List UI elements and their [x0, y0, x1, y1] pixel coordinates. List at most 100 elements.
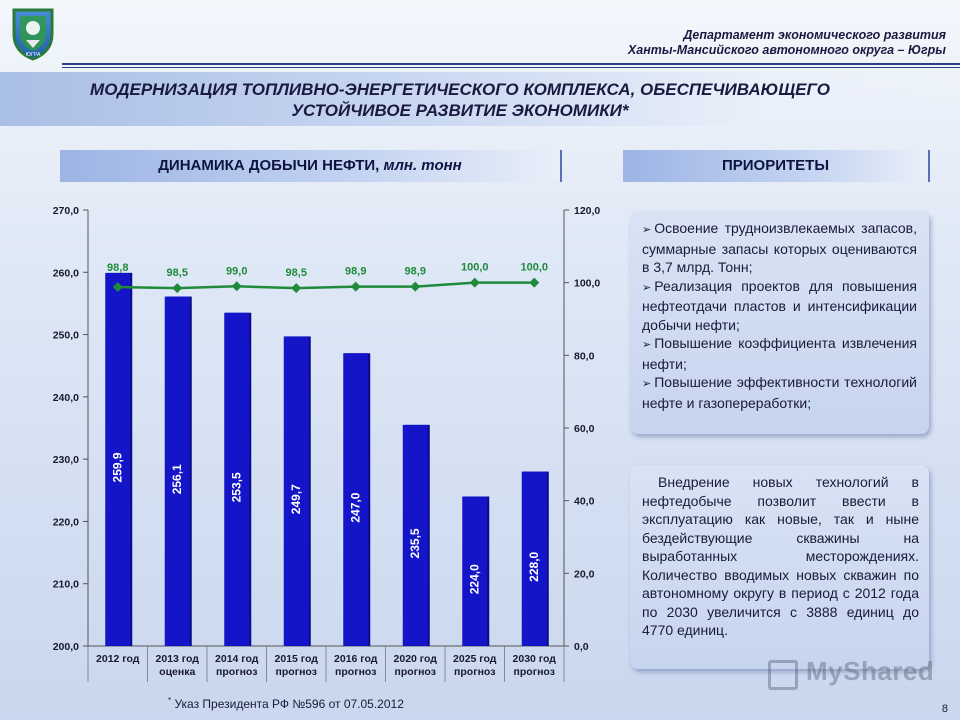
y-left-tick-label: 240,0	[53, 392, 79, 404]
title-band	[0, 72, 960, 126]
oil-production-chart: 200,0 210,0 220,0 230,0 240,0 250,0 260,0 270,0…	[0, 190, 620, 690]
y-left-tick-label: 210,0	[53, 579, 79, 591]
footnote: * Указ Президента РФ №596 от 07.05.2012	[168, 696, 404, 711]
bar-value-label: 249,7	[289, 484, 303, 514]
page-number: 8	[941, 703, 948, 715]
y-left-tick-label: 220,0	[53, 516, 79, 528]
bar	[283, 336, 309, 646]
priorities-panel: ➢ Освоение трудноизвлекаемых запасов, сум…	[630, 211, 929, 434]
department-line-2: Ханты-Мансийского автономного округа – Ю…	[627, 43, 946, 57]
y-right-tick-label: 80,0	[574, 350, 595, 362]
department-line-1: Департамент экономического развития	[683, 28, 946, 42]
category-label: 2030 год	[513, 653, 557, 665]
arrow-bullet-icon: ➢	[642, 339, 652, 351]
y-right-tick-label: 40,0	[574, 496, 595, 508]
y-left-tick-label: 270,0	[53, 205, 79, 217]
coat-of-arms-icon: ЮГРА	[12, 8, 54, 61]
department-name: Департамент экономического развития Хант…	[628, 28, 946, 58]
y-right-tick-label: 100,0	[574, 278, 600, 290]
line-point	[112, 282, 123, 293]
bar-value-label: 224,0	[468, 564, 482, 594]
arrow-bullet-icon: ➢	[642, 378, 652, 390]
line-value-label: 98,9	[405, 266, 426, 278]
priorities-section-title: ПРИОРИТЕТЫ	[721, 157, 830, 174]
line-value-label: 98,5	[286, 267, 307, 279]
y-right-tick-label: 0,0	[574, 641, 589, 653]
bar	[462, 496, 488, 646]
bar-value-label: 256,1	[170, 464, 184, 494]
header-divider	[62, 63, 960, 65]
line-value-label: 100,0	[520, 262, 548, 274]
priority-item: ➢ Реализация проектов для повышения нефте…	[642, 277, 917, 335]
category-label: 2015 год	[275, 653, 319, 665]
y-left-tick-label: 230,0	[53, 454, 79, 466]
bar	[521, 471, 547, 646]
footnote-mark: *	[168, 696, 172, 705]
footnote-text: Указ Президента РФ №596 от 07.05.2012	[171, 697, 404, 711]
line-point	[410, 281, 421, 292]
line-value-label: 99,0	[226, 265, 247, 277]
line-point	[231, 281, 242, 292]
priority-item-text: Реализация проектов для повышения нефтео…	[642, 277, 917, 333]
category-label: прогноз	[216, 666, 257, 678]
technology-panel: Внедрение новых технологий в нефтедобыче…	[630, 465, 929, 669]
priorities-section-header: ПРИОРИТЕТЫ	[623, 150, 930, 182]
category-label: 2016 год	[334, 653, 378, 665]
priority-item: ➢ Освоение трудноизвлекаемых запасов, сум…	[642, 219, 917, 277]
slide-title-line-2: УСТОЙЧИВОЕ РАЗВИТИЕ ЭКОНОМИКИ*	[291, 101, 629, 120]
line-value-label: 98,5	[167, 267, 188, 279]
y-right-tick-label: 20,0	[574, 568, 595, 580]
slide-title: МОДЕРНИЗАЦИЯ ТОПЛИВНО-ЭНЕРГЕТИЧЕСКОГО КО…	[20, 79, 900, 121]
priority-item-text: Повышение коэффициента извлечения нефти;	[642, 335, 917, 372]
y-left-tick-label: 260,0	[53, 267, 79, 279]
chart-svg: 200,0 210,0 220,0 230,0 240,0 250,0 260,0 270,0…	[53, 205, 600, 682]
y-right-tick-label: 60,0	[574, 423, 595, 435]
category-label: оценка	[159, 666, 195, 678]
myshared-logo-icon	[768, 660, 798, 690]
y-left-tick-label: 200,0	[53, 641, 79, 653]
category-label: 2020 год	[394, 653, 438, 665]
chart-section-header: ДИНАМИКА ДОБЫЧИ НЕФТИ, млн. тонн	[60, 150, 562, 182]
priorities-list: ➢ Освоение трудноизвлекаемых запасов, сум…	[642, 219, 917, 412]
y-left-tick-label: 250,0	[53, 330, 79, 342]
category-label: прогноз	[454, 666, 495, 678]
line-point	[350, 281, 361, 292]
line-value-label: 98,8	[107, 262, 128, 274]
arrow-bullet-icon: ➢	[642, 224, 652, 236]
line-series	[117, 281, 535, 290]
priority-item-text: Повышение эффективности технологий нефте…	[642, 374, 917, 411]
line-value-label: 98,9	[345, 266, 366, 278]
bar	[105, 272, 131, 646]
category-label: прогноз	[395, 666, 436, 678]
watermark-text: MyShared	[806, 656, 935, 686]
category-label: прогноз	[276, 666, 317, 678]
slide-header: ЮГРА Департамент экономического развития…	[0, 0, 960, 68]
bar-value-label: 247,0	[349, 492, 363, 522]
chart-section-unit: млн. тонн	[379, 157, 462, 174]
priority-item: ➢ Повышение эффективности технологий нефт…	[642, 373, 917, 412]
line-point	[172, 283, 183, 294]
category-label: 2014 год	[215, 653, 259, 665]
category-label: прогноз	[514, 666, 555, 678]
bar-value-label: 228,0	[527, 551, 541, 581]
category-label: 2012 год	[96, 653, 140, 665]
bar	[224, 312, 250, 646]
bar	[343, 353, 369, 646]
priority-item-text: Освоение трудноизвлекаемых запасов, сумм…	[642, 220, 917, 275]
chart-section-title: ДИНАМИКА ДОБЫЧИ НЕФТИ,	[158, 157, 380, 174]
line-point	[469, 277, 480, 288]
category-label: прогноз	[335, 666, 376, 678]
line-value-label: 100,0	[461, 262, 489, 274]
bar-value-label: 259,9	[111, 452, 125, 482]
line-point	[529, 277, 540, 288]
bar	[402, 424, 428, 646]
bar	[164, 296, 190, 646]
header-divider-thin	[62, 67, 960, 68]
emblem-label: ЮГРА	[26, 52, 41, 58]
technology-text: Внедрение новых технологий в нефтедобыче…	[642, 474, 919, 638]
category-label: 2013 год	[156, 653, 200, 665]
line-point	[291, 283, 302, 294]
priority-item: ➢ Повышение коэффициента извлечения нефти…	[642, 334, 917, 373]
slide-title-line-1: МОДЕРНИЗАЦИЯ ТОПЛИВНО-ЭНЕРГЕТИЧЕСКОГО КО…	[90, 80, 830, 99]
arrow-bullet-icon: ➢	[642, 281, 652, 294]
